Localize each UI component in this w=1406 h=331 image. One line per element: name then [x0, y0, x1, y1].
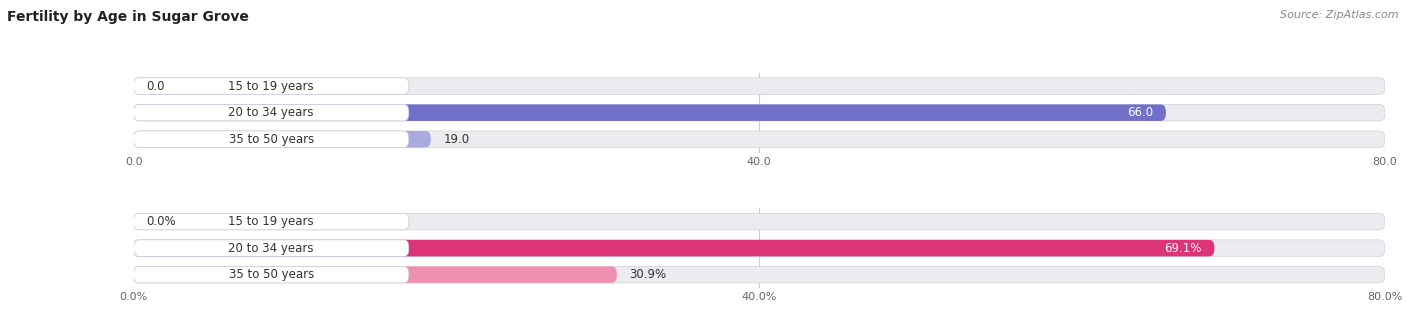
FancyBboxPatch shape — [134, 213, 409, 230]
Text: 0.0: 0.0 — [146, 79, 165, 93]
Text: Fertility by Age in Sugar Grove: Fertility by Age in Sugar Grove — [7, 10, 249, 24]
Text: 30.9%: 30.9% — [630, 268, 666, 281]
FancyBboxPatch shape — [134, 266, 409, 283]
FancyBboxPatch shape — [134, 78, 1385, 94]
FancyBboxPatch shape — [134, 104, 1385, 121]
Text: 35 to 50 years: 35 to 50 years — [229, 133, 314, 146]
FancyBboxPatch shape — [134, 131, 430, 147]
Text: 66.0: 66.0 — [1128, 106, 1153, 119]
FancyBboxPatch shape — [134, 131, 1385, 147]
FancyBboxPatch shape — [134, 266, 1385, 283]
FancyBboxPatch shape — [134, 104, 409, 121]
FancyBboxPatch shape — [134, 131, 409, 147]
Text: 69.1%: 69.1% — [1164, 242, 1202, 255]
FancyBboxPatch shape — [134, 266, 617, 283]
Text: 15 to 19 years: 15 to 19 years — [228, 79, 314, 93]
Text: Source: ZipAtlas.com: Source: ZipAtlas.com — [1281, 10, 1399, 20]
Text: 20 to 34 years: 20 to 34 years — [228, 242, 314, 255]
Text: 15 to 19 years: 15 to 19 years — [228, 215, 314, 228]
Text: 20 to 34 years: 20 to 34 years — [228, 106, 314, 119]
Text: 35 to 50 years: 35 to 50 years — [229, 268, 314, 281]
FancyBboxPatch shape — [134, 240, 409, 257]
FancyBboxPatch shape — [134, 213, 1385, 230]
FancyBboxPatch shape — [134, 104, 1166, 121]
Text: 19.0: 19.0 — [443, 133, 470, 146]
FancyBboxPatch shape — [134, 78, 409, 94]
FancyBboxPatch shape — [134, 240, 1385, 257]
FancyBboxPatch shape — [134, 240, 1215, 257]
Text: 0.0%: 0.0% — [146, 215, 176, 228]
